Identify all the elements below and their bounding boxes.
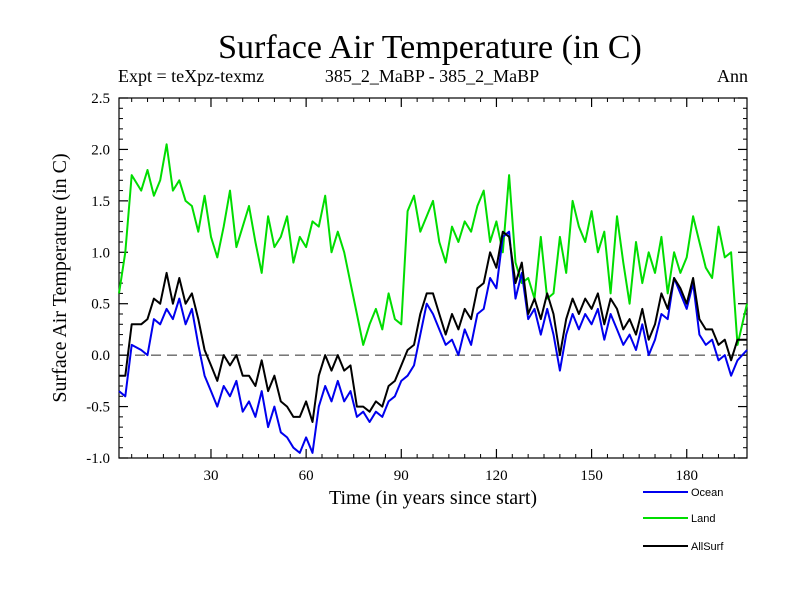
series-line-land bbox=[118, 143, 748, 346]
minor-ticks bbox=[119, 98, 747, 458]
y-tick-label: 0.0 bbox=[91, 348, 110, 364]
chart-subtitle-center: 385_2_MaBP - 385_2_MaBP bbox=[325, 66, 539, 86]
y-tick-label: 1.0 bbox=[91, 245, 110, 261]
y-tick-label: 2.0 bbox=[91, 142, 110, 158]
y-axis-label: Surface Air Temperature (in C) bbox=[49, 153, 71, 402]
x-tick-label: 120 bbox=[485, 468, 508, 484]
x-tick-label: 150 bbox=[580, 468, 603, 484]
y-axis-ticks: -1.0 -0.5 0.0 0.5 1.0 1.5 2.0 2.5 bbox=[86, 91, 747, 467]
y-tick-label: 0.5 bbox=[91, 297, 110, 313]
series-line-ocean bbox=[118, 230, 748, 454]
x-tick-label: 90 bbox=[394, 468, 409, 484]
x-axis-ticks: 30 60 90 120 150 180 bbox=[203, 98, 698, 484]
legend-item-ocean: Ocean bbox=[643, 487, 723, 499]
y-tick-label: -0.5 bbox=[86, 400, 110, 416]
y-tick-label: 1.5 bbox=[91, 194, 110, 210]
chart-subtitle-right: Ann bbox=[717, 66, 748, 86]
legend-item-land: Land bbox=[643, 513, 715, 525]
legend-item-allsurf: AllSurf bbox=[643, 541, 724, 553]
chart-subtitle-left: Expt = teXpz-texmz bbox=[118, 66, 264, 86]
x-tick-label: 60 bbox=[299, 468, 314, 484]
legend-label: Ocean bbox=[691, 487, 723, 499]
x-axis-label: Time (in years since start) bbox=[329, 487, 537, 509]
legend-label: Land bbox=[691, 513, 715, 525]
y-tick-label: -1.0 bbox=[86, 451, 110, 467]
series-line-allsurf bbox=[119, 230, 747, 423]
y-tick-label: 2.5 bbox=[91, 91, 110, 107]
plot-frame bbox=[118, 97, 748, 459]
legend-label: AllSurf bbox=[691, 541, 724, 553]
series-lines bbox=[118, 143, 748, 454]
x-tick-label: 180 bbox=[675, 468, 698, 484]
legend: Ocean Land AllSurf bbox=[643, 487, 724, 553]
chart-title: Surface Air Temperature (in C) bbox=[218, 29, 642, 66]
x-tick-label: 30 bbox=[203, 468, 218, 484]
